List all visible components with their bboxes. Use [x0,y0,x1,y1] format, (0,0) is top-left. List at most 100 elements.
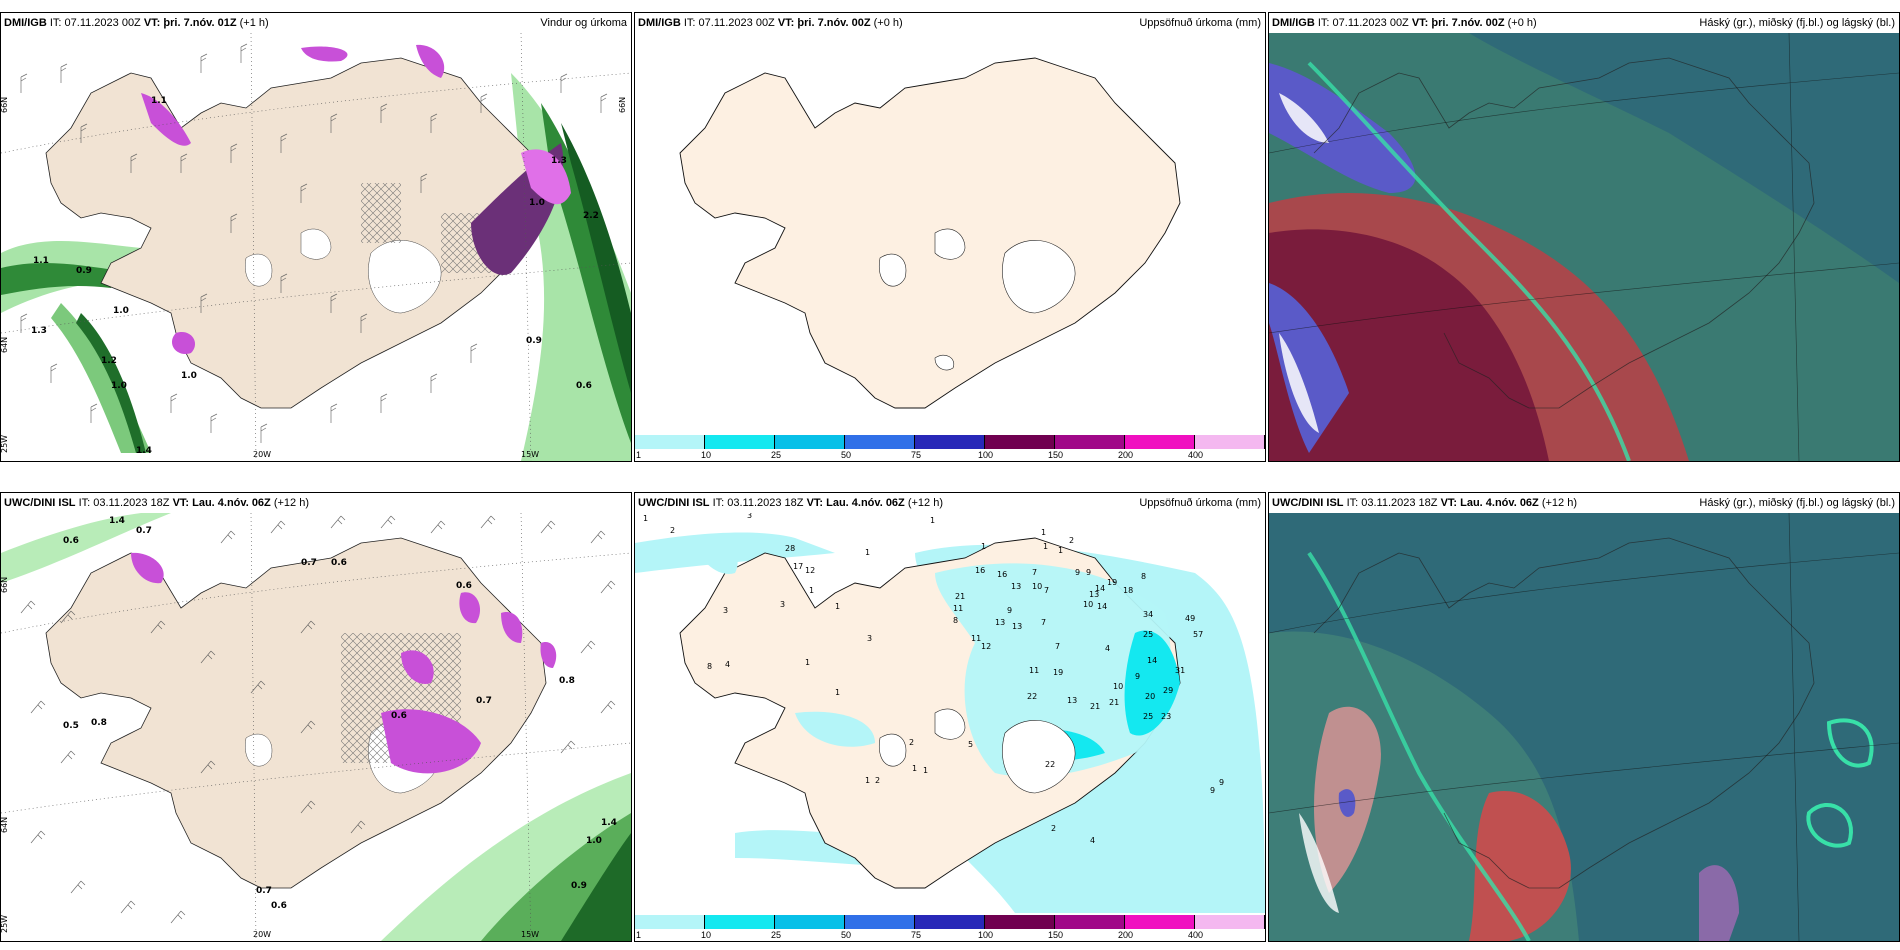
glacier [934,354,955,371]
panel-header: UWC/DINI ISL IT: 03.11.2023 18Z VT: Lau.… [1,493,631,513]
precip-number: 9 [1075,568,1080,577]
precip-number: 1 [865,776,870,785]
precip-value: 1.0 [111,381,127,391]
colorbar-swatch [915,435,985,449]
precip-number: 13 [1011,582,1021,591]
colorbar-tick: 150 [1048,930,1064,940]
panel-clouds-bottom: UWC/DINI ISL IT: 03.11.2023 18Z VT: Lau.… [1268,492,1900,942]
lon-label: 15W [521,450,539,459]
colorbar-tick: 150 [1048,450,1064,460]
precip-value: 0.6 [63,536,79,546]
map-area[interactable]: 1 2 3 1 1 1 1 1 2 1 16 16 13 10 7 9 9 14… [635,513,1265,913]
precip-area [635,532,835,573]
cloud-edge [1307,61,1631,461]
colorbar-swatch [1195,435,1265,449]
it-label: IT: [78,497,91,509]
precip-number: 18 [1123,586,1133,595]
colorbar-swatch [1125,435,1195,449]
precip-number: 14 [1147,656,1157,665]
colorbar-tick: 50 [841,450,852,460]
cloud-edge [1826,718,1874,768]
colorbar-swatch [705,915,775,929]
precip-value: 1.4 [601,818,617,828]
map-area[interactable]: 1.4 0.6 0.7 0.7 0.6 0.6 0.5 0.8 0.8 0.6 … [1,513,631,941]
precip-number: 21 [955,592,965,601]
colorbar-tick: 25 [771,450,782,460]
precip-value: 0.9 [526,336,542,346]
precip-number: 13 [1012,622,1022,631]
precip-number: 5 [968,740,973,749]
colorbar-swatch [1055,435,1125,449]
panel-header: UWC/DINI ISL IT: 03.11.2023 18Z VT: Lau.… [635,493,1265,513]
map-area[interactable]: 1.1 0.9 1.0 1.3 1.2 1.0 1.1 1.0 1.3 2.2 … [1,33,631,461]
model-source: UWC/DINI ISL [4,497,76,509]
colorbar-swatch [775,915,845,929]
precip-number: 10 [1083,600,1093,609]
precip-value: 0.6 [271,901,287,911]
precip-number: 2 [909,738,914,747]
precip-number: 4 [1105,644,1110,653]
precip-number: 12 [805,566,815,575]
precip-number: 2 [1069,536,1074,545]
precip-heavy [381,709,481,774]
precip-number: 2 [1051,824,1056,833]
lat-label: 64N [1,337,9,353]
precip-number: 9 [1219,778,1224,787]
colorbar-tick: 25 [771,930,782,940]
lead-time: (+0 h) [873,17,903,29]
init-time: 07.11.2023 00Z [64,17,141,29]
precip-number: 23 [1161,712,1171,721]
precip-value: 1.3 [31,326,47,336]
it-label: IT: [712,497,725,509]
lon-label: 20W [253,450,271,459]
panel-precip-top: DMI/IGB IT: 07.11.2023 00Z VT: þri. 7.nó… [634,12,1266,462]
panel-header: DMI/IGB IT: 07.11.2023 00Z VT: þri. 7.nó… [1269,13,1899,33]
colorbar-swatch [1125,915,1195,929]
precip-number: 1 [923,766,928,775]
colorbar-swatch [1195,915,1265,929]
precip-number: 3 [747,513,752,520]
precip-band [1,262,121,295]
precip-number: 9 [1135,672,1140,681]
precip-number: 14 [1095,584,1105,593]
precip-value: 0.7 [476,696,492,706]
glacier [368,240,442,314]
colorbar-swatch [845,915,915,929]
precip-number: 1 [1041,528,1046,537]
precip-value: 1.4 [136,446,152,456]
lead-time: (+0 h) [1507,17,1537,29]
precip-value: 1.2 [101,356,117,366]
colorbar-tick: 200 [1118,450,1134,460]
precip-number: 1 [809,586,814,595]
precip-value: 1.0 [181,371,197,381]
panel-description: Háský (gr.), miðský (fj.bl.) og lágský (… [1699,17,1895,29]
precip-value: 1.1 [151,96,167,106]
precip-value: 0.9 [571,881,587,891]
panel-precip-bottom: UWC/DINI ISL IT: 03.11.2023 18Z VT: Lau.… [634,492,1266,942]
vt-label: VT: [1440,497,1458,509]
precip-labels: 1.4 0.6 0.7 0.7 0.6 0.6 0.5 0.8 0.8 0.6 … [63,516,617,911]
colorbar-swatch [705,435,775,449]
precip-number: 31 [1175,666,1185,675]
colorbar-swatch [985,435,1055,449]
map-area[interactable] [1269,33,1899,461]
map-area[interactable] [1269,513,1899,941]
precip-heavy [521,149,571,205]
precip-value: 0.7 [256,886,272,896]
precip-value: 0.9 [76,266,92,276]
precip-number: 19 [1053,668,1063,677]
lon-label: 25W [1,915,9,933]
precip-number: 14 [1097,602,1107,611]
precip-number: 16 [975,566,985,575]
colorbar-tick: 400 [1188,930,1204,940]
precip-numbers: 1 2 3 1 1 1 1 1 2 1 16 16 13 10 7 9 9 14… [643,513,1224,845]
lon-label: 15W [521,930,539,939]
precip-number: 3 [723,606,728,615]
map-area[interactable] [635,33,1265,433]
precip-number: 21 [1090,702,1100,711]
precip-number: 20 [1145,692,1155,701]
it-label: IT: [683,17,696,29]
glacier [934,708,966,740]
precip-heavy [401,650,434,684]
init-time: 07.11.2023 00Z [698,17,775,29]
